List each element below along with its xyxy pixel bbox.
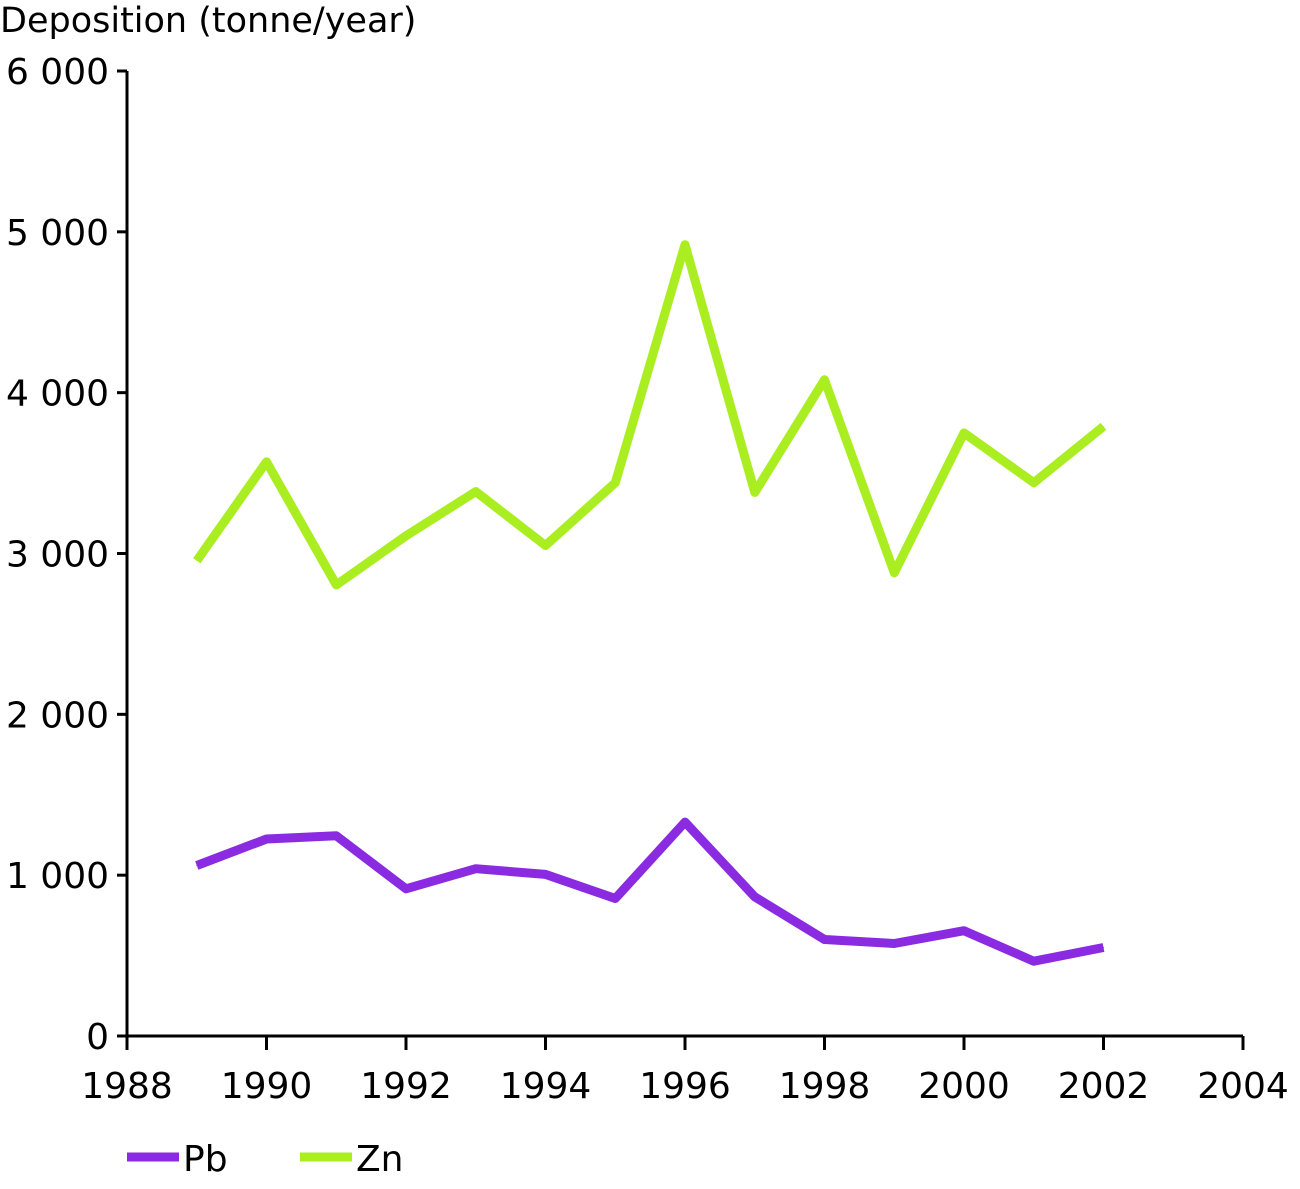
data-point-zn [1033, 482, 1035, 484]
data-point-pb [893, 943, 895, 945]
x-axis-ticks: 1988 1990 1992 1994 1996 1998 2000 2002 2004 [81, 1036, 1289, 1107]
x-tick-label: 1996 [639, 1066, 731, 1107]
x-tick-label: 2004 [1197, 1066, 1289, 1107]
x-tick-label: 1990 [221, 1066, 313, 1107]
data-point-pb [196, 865, 198, 867]
data-point-zn [196, 560, 198, 562]
series-line-pb [195, 817, 1105, 966]
data-point-pb [405, 888, 407, 890]
x-tick-label: 1998 [779, 1066, 871, 1107]
y-tick-label: 2 000 [6, 695, 109, 736]
data-point-pb [824, 939, 825, 940]
data-point-zn [893, 572, 895, 574]
data-point-pb [754, 896, 756, 898]
y-tick-label: 0 [86, 1017, 109, 1058]
data-point-pb [684, 821, 686, 823]
y-tick-label: 1 000 [6, 856, 109, 897]
data-point-zn [824, 379, 825, 381]
y-tick-label: 5 000 [6, 213, 109, 254]
series-layer [193, 240, 1107, 966]
x-tick-label: 1994 [500, 1066, 592, 1107]
x-tick-label: 2000 [918, 1066, 1010, 1107]
data-point-zn [1103, 425, 1104, 427]
data-point-pb [963, 930, 965, 932]
y-tick-label: 4 000 [6, 374, 109, 415]
data-point-pb [1103, 947, 1104, 949]
y-axis-title: Deposition (tonne/year) [0, 1, 416, 41]
data-point-pb [335, 835, 337, 837]
legend: Pb Zn [127, 1139, 403, 1180]
data-point-pb [614, 897, 616, 899]
data-point-zn [405, 535, 407, 537]
data-point-zn [614, 482, 616, 484]
x-tick-label: 2002 [1058, 1066, 1150, 1107]
y-tick-label: 6 000 [6, 52, 109, 93]
legend-label-zn: Zn [356, 1139, 403, 1180]
data-point-zn [963, 432, 965, 434]
y-tick-label: 3 000 [6, 535, 109, 576]
data-point-zn [754, 491, 756, 493]
data-point-zn [335, 584, 337, 586]
data-point-zn [475, 491, 477, 493]
data-point-zn [684, 244, 686, 246]
legend-label-pb: Pb [183, 1139, 228, 1180]
data-point-pb [266, 838, 267, 840]
x-tick-label: 1992 [360, 1066, 452, 1107]
data-point-pb [475, 868, 477, 870]
data-point-pb [1033, 960, 1035, 962]
series-line-zn [193, 240, 1107, 590]
data-point-pb [545, 873, 546, 875]
x-tick-label: 1988 [81, 1066, 173, 1107]
data-point-zn [266, 461, 267, 463]
axes [125, 71, 1243, 1038]
data-point-zn [545, 544, 546, 546]
y-axis-ticks: 0 1 000 2 000 3 000 4 000 5 000 6 000 [6, 52, 127, 1058]
